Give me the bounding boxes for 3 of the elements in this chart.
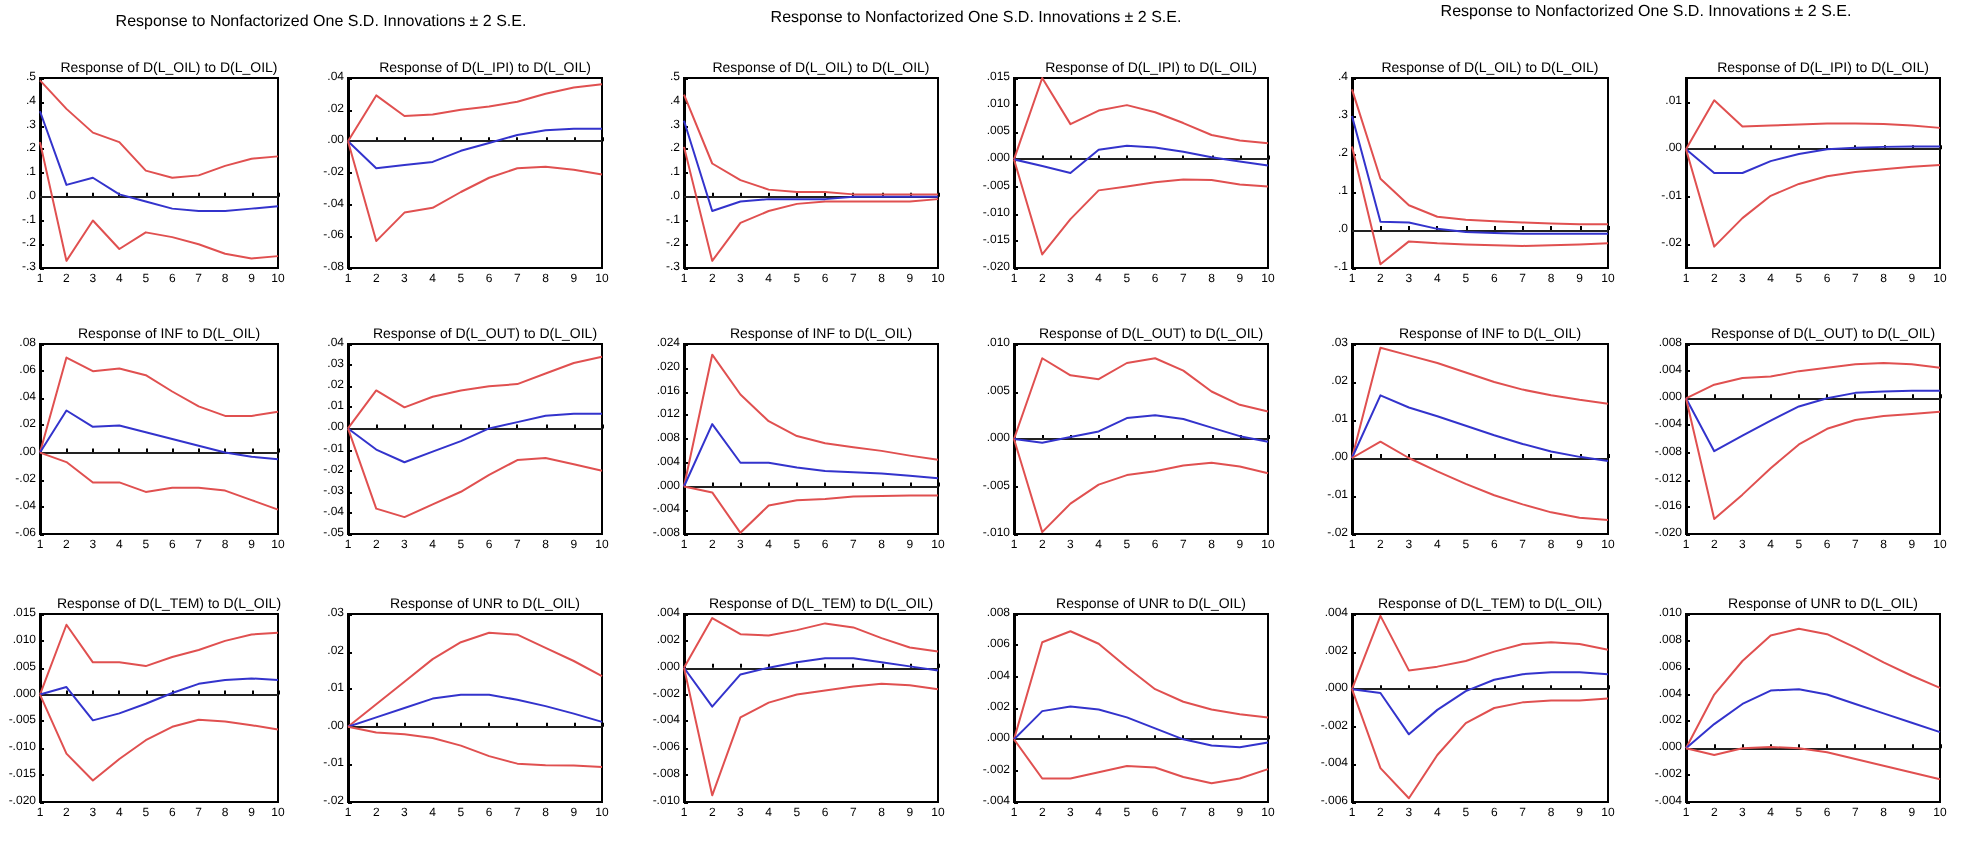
- text: Response to Nonfactorized One S.D. Innovations ± 2 S.E.: [115, 12, 527, 30]
- text: Response to Nonfactorized One S.D. Innovations ± 2 S.E.: [770, 8, 1182, 26]
- text: Response to Nonfactorized One S.D. Innovations ± 2 S.E.: [1440, 2, 1852, 20]
